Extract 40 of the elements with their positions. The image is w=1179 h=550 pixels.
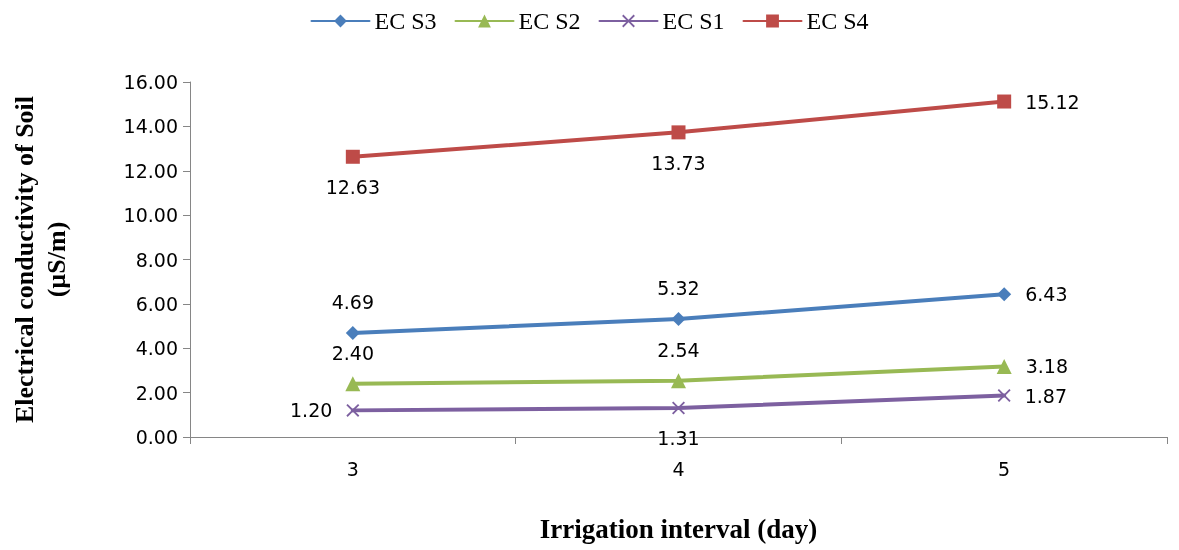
point	[996, 358, 1012, 374]
legend-label: EC S2	[518, 8, 581, 34]
point	[671, 311, 686, 326]
y-tick-label: 14.00	[123, 115, 178, 138]
x-tick-label: 3	[346, 457, 359, 480]
data-label: 1.87	[1024, 384, 1067, 407]
point	[671, 373, 686, 389]
y-tick-label: 12.00	[123, 159, 178, 182]
data-label: 15.12	[1025, 90, 1080, 113]
y-tick-label: 10.00	[123, 204, 178, 227]
data-label: 2.40	[331, 341, 374, 364]
y-axis-title: Electrical conductivity of Soil (µS/m)	[9, 95, 71, 424]
data-label: 2.54	[657, 338, 700, 361]
point	[345, 149, 360, 164]
point	[997, 287, 1012, 302]
data-label: 12.63	[325, 176, 381, 199]
y-tick-label: 8.00	[135, 248, 178, 271]
data-label: 1.31	[657, 426, 700, 449]
y-tick-label: 4.00	[135, 337, 178, 360]
x-tick-label: 5	[998, 457, 1011, 480]
x-tick-label: 4	[672, 457, 685, 480]
y-tick-label: 16.00	[123, 71, 178, 93]
data-label: 3.18	[1025, 355, 1068, 378]
legend-label: EC S4	[806, 8, 869, 34]
data-label: 1.20	[290, 399, 333, 422]
y-tick-label: 2.00	[135, 381, 178, 404]
y-tick-label: 0.00	[135, 426, 178, 448]
point	[346, 403, 360, 417]
data-label: 4.69	[331, 291, 374, 314]
point	[997, 94, 1012, 109]
y-tick-label: 6.00	[135, 292, 178, 315]
data-label: 5.32	[657, 277, 700, 300]
data-label: 13.73	[651, 151, 706, 174]
x-axis-title: Irrigation interval (day)	[539, 513, 818, 544]
data-label: 6.43	[1025, 283, 1068, 306]
point	[345, 325, 360, 340]
legend-label: EC S3	[374, 8, 437, 34]
legend-label: EC S1	[662, 8, 725, 34]
point	[345, 376, 361, 392]
point	[671, 125, 686, 140]
